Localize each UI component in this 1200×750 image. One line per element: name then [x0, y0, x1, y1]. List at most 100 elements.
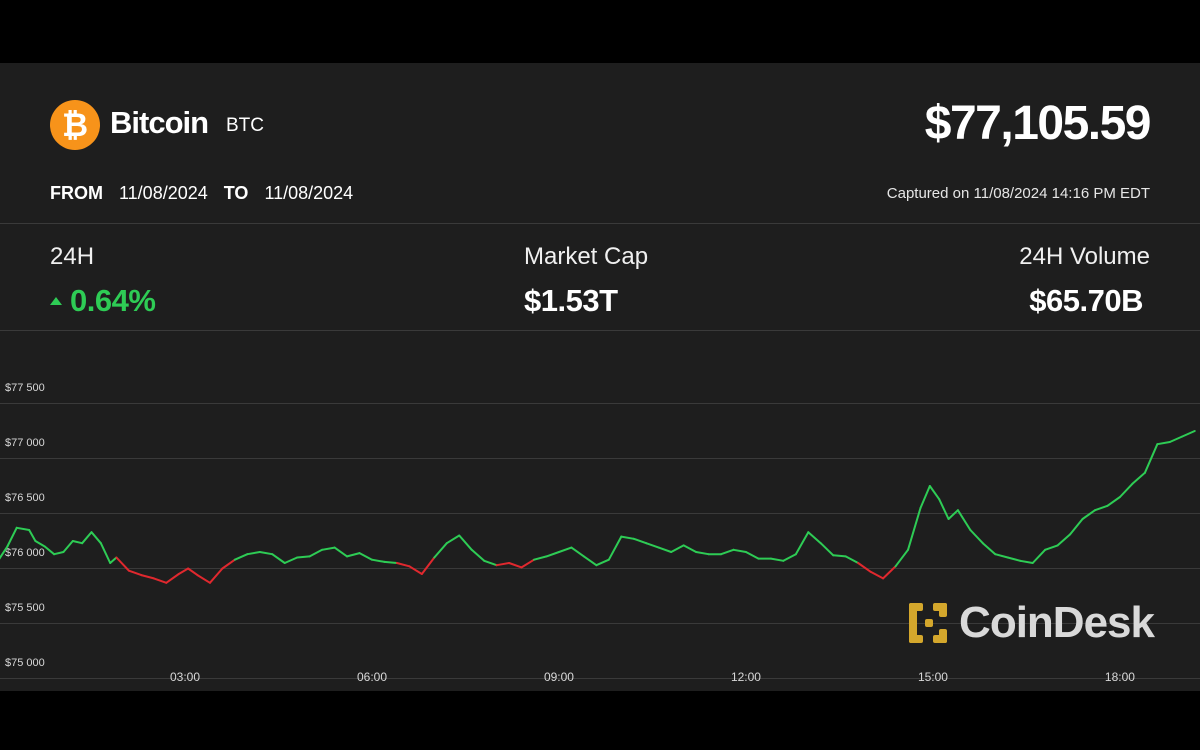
price-line-segment — [670, 544, 685, 553]
price-line-segment — [928, 485, 941, 501]
price-line-segment — [994, 553, 1009, 559]
price-line-segment — [433, 542, 448, 559]
price-line-segment — [869, 570, 885, 580]
x-tick-label: 06:00 — [357, 670, 387, 684]
chart-panel: ₿ Bitcoin BTC $77,105.59 FROM 11/08/2024… — [0, 63, 1200, 691]
price-line-segment — [1081, 509, 1097, 520]
y-tick-label: $77 000 — [5, 437, 45, 449]
y-tick-label: $76 500 — [5, 492, 45, 504]
price-line-segment — [370, 558, 386, 563]
bitcoin-logo-icon: ₿ — [50, 100, 100, 150]
price-line-segment — [545, 551, 560, 558]
price-line-segment — [6, 526, 18, 548]
price-line-layer — [0, 430, 1196, 584]
price-line-segment — [832, 554, 847, 558]
grid-layer: $77 500 $77 000 $76 500 $76 000 $75 500 $75 0… — [0, 382, 1200, 679]
price-line-segment — [383, 560, 398, 564]
price-line-segment — [127, 569, 143, 577]
divider-bottom — [0, 330, 1200, 331]
price-chart: $77 500 $77 000 $76 500 $76 000 $75 500 $75 0… — [0, 331, 1200, 691]
price-line-segment — [0, 545, 9, 560]
x-tick-label: 15:00 — [918, 670, 948, 684]
price-line-segment — [333, 546, 349, 558]
price-line-segment — [720, 548, 735, 556]
price-line-segment — [308, 548, 324, 558]
price-line-segment — [1168, 435, 1184, 443]
price-line-segment — [769, 557, 785, 562]
price-line-segment — [1044, 544, 1059, 551]
price-line-segment — [483, 559, 498, 567]
price-line-segment — [1006, 556, 1022, 562]
price-line-segment — [632, 537, 648, 545]
y-tick-label: $76 000 — [5, 547, 45, 559]
price-line-segment — [557, 546, 573, 553]
price-line-segment — [196, 574, 211, 584]
price-line-segment — [258, 551, 274, 556]
price-line-segment — [420, 556, 436, 575]
price-line-segment — [81, 531, 93, 545]
price-line-segment — [408, 565, 423, 575]
bitcoin-symbol: ₿ — [61, 106, 89, 143]
volume-value: $65.70B — [1029, 283, 1143, 318]
price-line-segment — [495, 562, 511, 567]
captured-timestamp: Captured on 11/08/2024 14:16 PM EDT — [886, 185, 1150, 202]
from-label: FROM — [50, 183, 103, 203]
price-line-segment — [321, 546, 336, 551]
price-line-segment — [894, 548, 910, 568]
price-line-segment — [794, 531, 810, 556]
price-line-segment — [90, 531, 102, 545]
x-tick-label: 09:00 — [544, 670, 574, 684]
change-value: 0.64% — [50, 283, 156, 319]
change-label: 24H — [50, 243, 95, 270]
price-line-segment — [657, 546, 673, 553]
price-line-segment — [283, 556, 299, 564]
price-line-segment — [1181, 430, 1196, 438]
price-line-segment — [695, 551, 710, 556]
price-line-segment — [296, 555, 311, 559]
price-line-segment — [470, 548, 486, 562]
to-date: 11/08/2024 — [264, 183, 354, 203]
coin-name: Bitcoin — [110, 105, 209, 140]
price-line-segment — [969, 529, 984, 545]
price-line-segment — [1131, 471, 1146, 485]
price-line-segment — [246, 551, 261, 556]
triangle-up-icon — [50, 297, 62, 305]
price-line-segment — [582, 555, 598, 567]
price-line-segment — [819, 542, 835, 557]
price-line-segment — [1031, 548, 1047, 564]
watermark-text: CoinDesk — [959, 598, 1155, 647]
from-date: 11/08/2024 — [119, 183, 208, 203]
date-range: FROM 11/08/2024 TO 11/08/2024 — [50, 183, 353, 204]
price-line-segment — [782, 553, 797, 562]
price-line-segment — [221, 558, 236, 570]
coindesk-watermark: CoinDesk — [907, 598, 1155, 648]
y-tick-label: $77 500 — [5, 382, 45, 394]
x-tick-layer: 03:00 06:00 09:00 12:00 15:00 18:00 — [170, 670, 1135, 684]
price-line-segment — [458, 534, 473, 551]
y-tick-label: $75 000 — [5, 657, 45, 669]
price-line-segment — [71, 540, 84, 545]
price-line-segment — [919, 485, 931, 509]
divider-top — [0, 223, 1200, 224]
coin-ticker: BTC — [226, 115, 264, 136]
price-line-segment — [109, 556, 118, 564]
price-line-segment — [1156, 441, 1171, 446]
current-price: $77,105.59 — [924, 97, 1152, 150]
x-tick-label: 18:00 — [1105, 670, 1135, 684]
price-line-segment — [208, 567, 224, 584]
price-line-segment — [62, 540, 74, 553]
price-line-segment — [15, 526, 31, 531]
price-line-segment — [807, 531, 822, 545]
price-line-segment — [607, 535, 623, 561]
price-line-segment — [1019, 559, 1034, 564]
price-line-segment — [595, 558, 610, 567]
price-line-segment — [1143, 443, 1159, 474]
price-line-segment — [682, 544, 698, 553]
price-line-segment — [28, 529, 37, 542]
market-cap-value: $1.53T — [524, 283, 618, 318]
price-line-segment — [947, 509, 959, 520]
price-line-segment — [115, 556, 130, 572]
price-line-segment — [43, 545, 56, 556]
price-line-segment — [346, 552, 361, 558]
x-tick-label: 12:00 — [731, 670, 761, 684]
